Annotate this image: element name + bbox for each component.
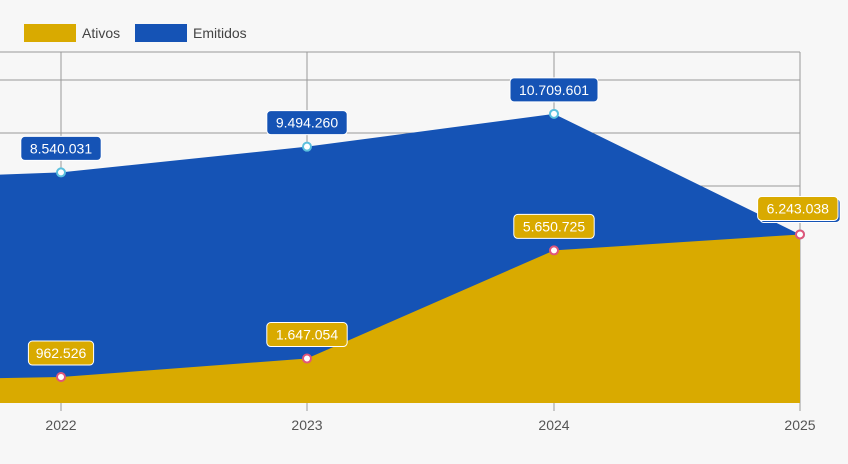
label-emitidos-2024-box	[509, 77, 599, 103]
legend-swatch-ativos	[24, 24, 76, 42]
point-ativos-2022[interactable]	[56, 372, 66, 383]
label-ativos-2023-box	[266, 322, 348, 348]
point-emitidos-2023[interactable]	[302, 141, 312, 152]
point-ativos-2025[interactable]	[795, 229, 805, 240]
tick-label-2023: 2023	[291, 417, 322, 433]
data-points	[56, 108, 805, 383]
legend-item-ativos[interactable]: Ativos	[24, 24, 120, 42]
point-ativos-2023[interactable]	[302, 353, 312, 364]
label-ativos-2022-box	[27, 340, 95, 366]
area-ativos	[0, 234, 800, 403]
legend-label-ativos: Ativos	[82, 25, 120, 41]
label-emitidos-2022: 8.540.031	[20, 135, 102, 161]
label-emitidos-2023-text: 9.494.260	[276, 115, 338, 131]
label-emitidos-2022-box	[20, 135, 102, 161]
label-ativos-2023: 1.647.054	[266, 322, 348, 348]
tick-label-2022: 2022	[45, 417, 76, 433]
tick-label-2024: 2024	[538, 417, 569, 433]
label-emitidos-2023-box	[266, 110, 348, 136]
label-final-2025-box	[757, 195, 839, 221]
point-emitidos-2024[interactable]	[549, 108, 559, 119]
legend-swatch-emitidos	[135, 24, 187, 42]
data-labels: 8.540.031 9.494.260 10.709.601 6.243.038 962…	[20, 77, 841, 366]
label-emitidos-2023: 9.494.260	[266, 110, 348, 136]
point-emitidos-2022[interactable]	[56, 167, 66, 178]
label-ativos-2024-text: 5.650.725	[523, 218, 585, 234]
label-emitidos-2024: 10.709.601	[509, 77, 599, 103]
legend-label-emitidos: Emitidos	[193, 25, 247, 41]
label-final-2025: 6.243.038	[757, 195, 839, 221]
point-ativos-2024[interactable]	[549, 245, 559, 256]
label-final-2025-text: 6.243.038	[767, 200, 829, 216]
x-axis: 2022 2023 2024 2025	[45, 417, 815, 433]
legend[interactable]: Ativos Emitidos	[24, 24, 247, 42]
label-ativos-2022-text: 962.526	[36, 345, 87, 361]
legend-item-emitidos[interactable]: Emitidos	[135, 24, 247, 42]
areas	[0, 113, 800, 403]
label-emitidos-2022-text: 8.540.031	[30, 140, 92, 156]
label-ativos-2024-box	[513, 213, 595, 239]
label-ativos-2024: 5.650.725	[513, 213, 595, 239]
label-ativos-2023-text: 1.647.054	[276, 327, 338, 343]
tick-label-2025: 2025	[784, 417, 815, 433]
label-ativos-2022: 962.526	[27, 340, 95, 366]
label-emitidos-2024-text: 10.709.601	[519, 82, 589, 98]
